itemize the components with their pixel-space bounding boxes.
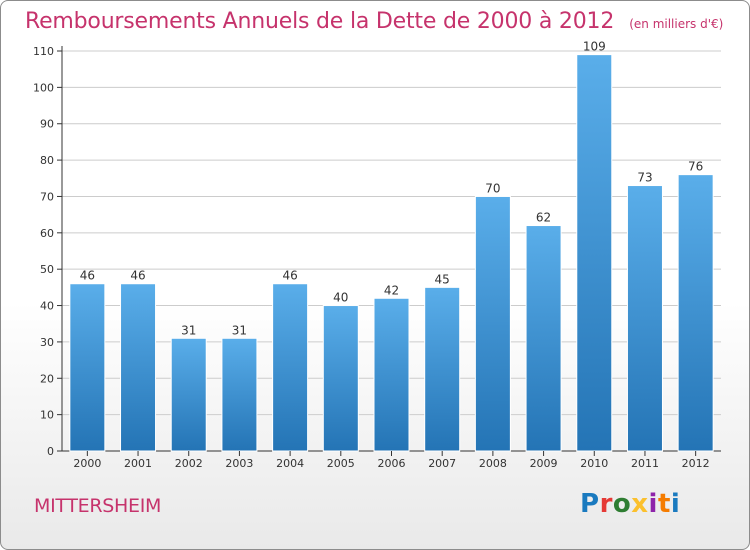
bar-value-label: 76 xyxy=(688,160,703,174)
logo-letter: o xyxy=(612,489,632,519)
x-tick-label: 2008 xyxy=(479,457,507,470)
proxiti-logo: Proxiti xyxy=(580,489,680,519)
bar-value-label: 42 xyxy=(384,283,399,297)
bar-value-label: 31 xyxy=(181,323,196,337)
x-tick-label: 2004 xyxy=(276,457,304,470)
x-tick-label: 2003 xyxy=(225,457,253,470)
bar xyxy=(272,283,309,452)
y-tick-label: 20 xyxy=(40,372,54,385)
bar xyxy=(424,286,461,452)
x-tick-label: 2002 xyxy=(175,457,203,470)
y-tick-label: 10 xyxy=(40,409,54,422)
bar xyxy=(626,185,663,452)
x-tick-label: 2011 xyxy=(631,457,659,470)
y-tick-label: 30 xyxy=(40,336,54,349)
x-tick-label: 2006 xyxy=(378,457,406,470)
x-tick-label: 2007 xyxy=(428,457,456,470)
logo-letter: i xyxy=(648,489,658,519)
logo-letter: P xyxy=(580,489,600,519)
y-tick-label: 0 xyxy=(47,445,54,458)
y-tick-label: 90 xyxy=(40,118,54,131)
bar xyxy=(221,337,258,452)
bar xyxy=(69,283,106,452)
x-tick-label: 2001 xyxy=(124,457,152,470)
y-tick-label: 110 xyxy=(33,45,54,58)
y-tick-label: 50 xyxy=(40,263,54,276)
bar xyxy=(677,174,714,452)
bar-value-label: 31 xyxy=(232,323,247,337)
bar-value-label: 70 xyxy=(485,181,500,195)
bar xyxy=(120,283,157,452)
bar xyxy=(576,54,613,452)
bar-value-label: 109 xyxy=(583,40,606,54)
y-tick-label: 60 xyxy=(40,227,54,240)
bar-value-label: 40 xyxy=(333,291,348,305)
y-tick-label: 70 xyxy=(40,190,54,203)
chart-title: Remboursements Annuels de la Dette de 20… xyxy=(25,9,615,34)
bar xyxy=(474,195,511,452)
x-tick-label: 2010 xyxy=(580,457,608,470)
logo-letter: i xyxy=(670,489,681,519)
bar-value-label: 46 xyxy=(80,269,95,283)
bar xyxy=(322,305,359,452)
bar xyxy=(170,337,207,452)
y-tick-label: 80 xyxy=(40,154,54,167)
logo-letter: x xyxy=(631,489,649,519)
city-name: MITTERSHEIM xyxy=(34,495,162,517)
bar-value-label: 46 xyxy=(130,269,145,283)
y-tick-label: 40 xyxy=(40,300,54,313)
logo-letter: t xyxy=(657,489,671,519)
y-tick-label: 100 xyxy=(33,81,54,94)
bar xyxy=(373,297,410,452)
x-tick-label: 2000 xyxy=(73,457,101,470)
bar-value-label: 62 xyxy=(536,211,551,225)
bar-value-label: 46 xyxy=(282,269,297,283)
bar xyxy=(525,225,562,452)
bar-value-label: 45 xyxy=(435,272,450,286)
x-tick-label: 2005 xyxy=(327,457,355,470)
chart-subtitle: (en milliers d'€) xyxy=(629,17,724,31)
chart-title-block: Remboursements Annuels de la Dette de 20… xyxy=(25,9,723,34)
x-tick-label: 2009 xyxy=(530,457,558,470)
logo-letter: r xyxy=(599,489,613,519)
bar-value-label: 73 xyxy=(637,171,652,185)
x-tick-label: 2012 xyxy=(682,457,710,470)
